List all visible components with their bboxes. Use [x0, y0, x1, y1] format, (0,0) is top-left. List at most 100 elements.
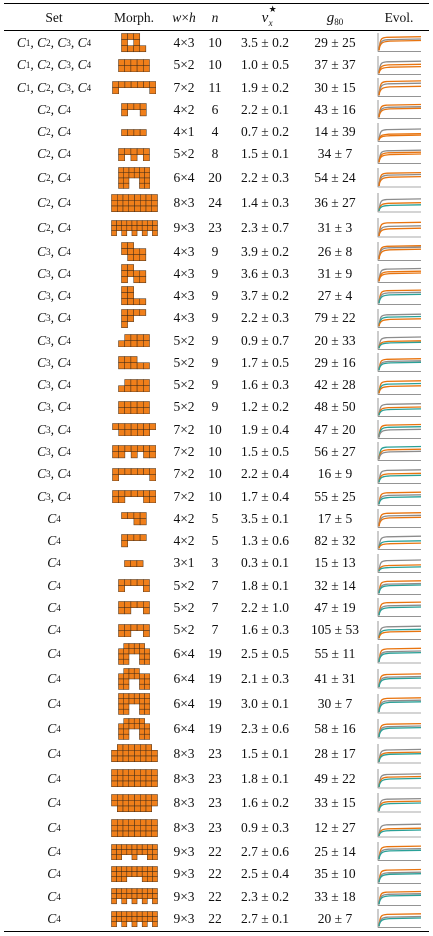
evolution-axes: [377, 464, 421, 484]
morphology-cell: [138, 172, 145, 179]
morphology-cell: [143, 629, 150, 637]
cell-v: 1.3 ± 0.6: [241, 533, 289, 549]
cell-v: 2.2 ± 0.3: [241, 170, 289, 186]
cell-n: 24: [208, 195, 222, 211]
morphology-cell: [146, 225, 153, 231]
morphology-cell: [138, 658, 145, 665]
morphology-cell: [116, 806, 123, 813]
cell-g80: 31 ± 3: [317, 219, 353, 235]
morphology-cell: [110, 866, 117, 873]
cell-evolution: [369, 691, 429, 716]
evolution-curve-orange: [378, 153, 421, 163]
cell-wh: 4×3: [173, 243, 195, 259]
morphology-cell: [133, 648, 140, 655]
morphology-pictogram: [110, 794, 158, 813]
cell-wh: 5×2: [173, 146, 195, 162]
morphology-cell: [110, 769, 117, 776]
morphology-cell: [122, 819, 129, 826]
evolution-curve-gray: [378, 748, 421, 762]
morphology-cell: [151, 199, 158, 207]
header-n: n: [204, 6, 226, 30]
morphology-cell: [145, 750, 152, 757]
morphology-cell: [138, 183, 145, 189]
evolution-axes: [377, 718, 421, 738]
cell-evolution: [369, 530, 429, 552]
morphology-pictogram: [110, 910, 158, 927]
cell-wh: 8×3: [173, 745, 195, 761]
cell-v: 1.8 ± 0.1: [241, 577, 289, 593]
cell-g80: 37 ± 37: [314, 57, 356, 73]
morphology-cell: [124, 560, 132, 567]
morphology-cell: [118, 148, 125, 155]
cell-evolution: [369, 716, 429, 741]
morphology-cell: [118, 673, 124, 680]
cell-v: 1.6 ± 0.3: [241, 622, 289, 638]
morphology-cell: [133, 744, 140, 751]
morphology-cell: [144, 648, 150, 655]
morphology-cell: [123, 728, 130, 735]
cell-wh: 7×2: [173, 444, 195, 460]
morphology-cell: [136, 407, 144, 414]
cell-v: 0.9 ± 0.7: [241, 332, 289, 348]
morphology-cell: [118, 384, 125, 392]
morphology-cell: [118, 58, 125, 66]
evolution-curve-orange: [378, 406, 421, 416]
morphology-cell: [128, 648, 135, 655]
evolution-curve-teal: [378, 850, 421, 860]
cell-evolution: [369, 619, 429, 641]
morphology-pictogram: [118, 579, 150, 593]
morphology-cell: [136, 225, 142, 231]
header-wh-h: h: [188, 10, 196, 25]
cell-morphology: [106, 263, 162, 285]
morphology-cell: [128, 723, 135, 729]
morphology-pictogram: [121, 309, 147, 328]
cell-evolution: [369, 485, 429, 507]
morphology-cell: [141, 910, 148, 917]
morphology-cell: [130, 58, 138, 66]
morphology-cell: [149, 451, 156, 459]
cell-v: 2.3 ± 0.6: [241, 720, 289, 736]
cell-morphology: [106, 863, 162, 885]
evolution-axes: [377, 743, 421, 763]
morphology-cell: [110, 854, 117, 860]
morphology-cell: [130, 334, 138, 341]
morphology-cell: [112, 474, 119, 481]
table-row: C 4 8×3 23 0.9 ± 0.3 12 ± 27: [0, 816, 433, 841]
morphology-cell: [138, 698, 145, 704]
evolution-curve-orange: [378, 384, 421, 394]
cell-evolution: [369, 166, 429, 191]
morphology-cell: [118, 65, 125, 72]
morphology-cell: [122, 744, 129, 751]
cell-wh: 6×4: [173, 170, 195, 186]
morphology-cell: [151, 819, 158, 826]
morphology-cell: [121, 109, 129, 117]
morphology-cell: [136, 910, 142, 917]
morphology-cell: [124, 490, 132, 497]
evolution-axes: [377, 286, 421, 306]
cell-morphology: [106, 741, 162, 766]
morphology-cell: [136, 423, 144, 431]
morphology-cell: [151, 921, 158, 927]
morphology-cell: [120, 220, 127, 226]
cell-wh: 7×2: [173, 466, 195, 482]
morphology-cell: [110, 230, 117, 236]
header-set: Set: [45, 10, 63, 25]
evolution-curve-gray: [378, 268, 421, 282]
morphology-cell: [123, 717, 130, 724]
morphology-cell: [131, 898, 137, 905]
morphology-cell: [136, 893, 142, 900]
morphology-cell: [144, 728, 150, 735]
cell-morphology: [106, 352, 162, 374]
morphology-cell: [116, 769, 123, 776]
cell-evolution: [369, 121, 429, 143]
morphology-cell: [121, 248, 129, 255]
morphology-cell: [126, 225, 132, 231]
cell-g80: 12 ± 27: [314, 820, 356, 836]
cell-g80: 30 ± 15: [314, 79, 356, 95]
